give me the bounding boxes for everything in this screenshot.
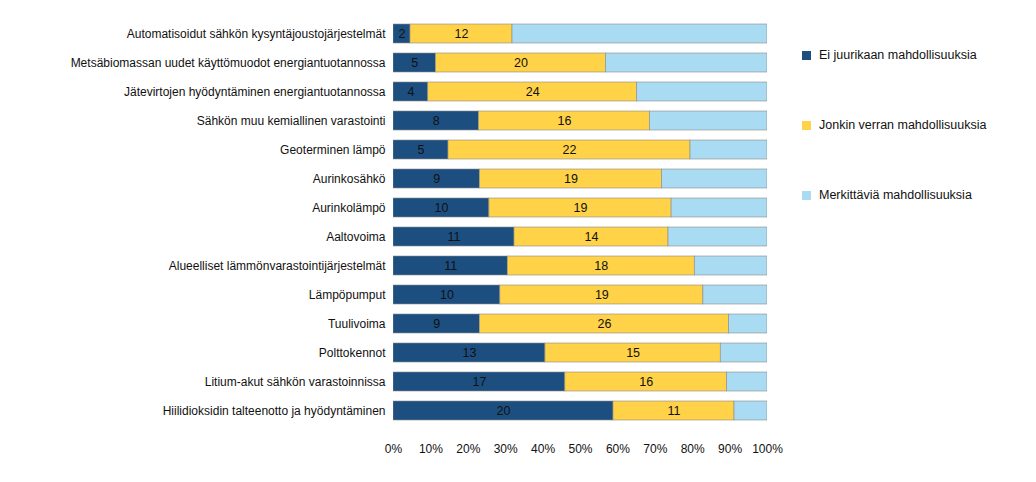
svg-text:Aurinkosähkö: Aurinkosähkö [313, 172, 386, 186]
html-text:Merkittäviä mahdollisuuksia: Merkittäviä mahdollisuuksia [819, 188, 972, 202]
svg-text:17: 17 [472, 375, 486, 389]
svg-text:26: 26 [598, 317, 612, 331]
svg-text:19: 19 [574, 201, 588, 215]
svg-text:9: 9 [433, 172, 440, 186]
svg-text:16: 16 [639, 375, 653, 389]
svg-text:Alueelliset lämmönvarastointij: Alueelliset lämmönvarastointijärjestelmä… [169, 259, 386, 273]
svg-text:14: 14 [585, 230, 599, 244]
svg-text:Hiilidioksidin talteenotto ja: Hiilidioksidin talteenotto ja hyödyntämi… [163, 404, 386, 418]
svg-text:90%: 90% [718, 442, 742, 456]
svg-text:19: 19 [564, 172, 578, 186]
svg-text:50%: 50% [568, 442, 592, 456]
svg-text:10: 10 [434, 201, 448, 215]
svg-text:Automatisoidut sähkön kysyntäj: Automatisoidut sähkön kysyntäjoustojärje… [127, 27, 386, 41]
svg-text:Sähkön muu kemiallinen varasto: Sähkön muu kemiallinen varastointi [197, 114, 386, 128]
svg-text:70%: 70% [643, 442, 667, 456]
svg-text:4: 4 [407, 85, 414, 99]
svg-text:11: 11 [444, 259, 457, 273]
svg-text:Litium-akut sähkön varastoinni: Litium-akut sähkön varastoinnissa [205, 375, 386, 389]
svg-text:15: 15 [626, 346, 640, 360]
html-text:Jonkin verran mahdollisuuksia: Jonkin verran mahdollisuuksia [819, 118, 987, 132]
svg-text:Tuulivoima: Tuulivoima [328, 317, 386, 331]
svg-text:Lämpöpumput: Lämpöpumput [309, 288, 386, 302]
svg-text:Aaltovoima: Aaltovoima [326, 230, 386, 244]
svg-text:2: 2 [399, 27, 406, 41]
svg-text:20: 20 [514, 56, 528, 70]
svg-text:100%: 100% [752, 442, 783, 456]
svg-text:60%: 60% [606, 442, 630, 456]
svg-text:11: 11 [448, 230, 461, 244]
svg-text:9: 9 [433, 317, 440, 331]
svg-text:24: 24 [526, 85, 540, 99]
svg-text:Geoterminen lämpö: Geoterminen lämpö [280, 143, 386, 157]
svg-text:20: 20 [497, 404, 511, 418]
svg-text:11: 11 [668, 404, 681, 418]
svg-text:18: 18 [594, 259, 608, 273]
svg-text:Jätevirtojen hyödyntäminen ene: Jätevirtojen hyödyntäminen energiantuota… [124, 85, 386, 99]
svg-text:40%: 40% [531, 442, 555, 456]
svg-text:Metsäbiomassan uudet käyttömuo: Metsäbiomassan uudet käyttömuodot energi… [71, 56, 386, 70]
svg-text:13: 13 [463, 346, 477, 360]
html-text:Ei juurikaan mahdollisuuksia: Ei juurikaan mahdollisuuksia [819, 48, 977, 62]
svg-text:80%: 80% [681, 442, 705, 456]
svg-text:16: 16 [558, 114, 572, 128]
svg-text:8: 8 [433, 114, 440, 128]
svg-text:5: 5 [418, 143, 425, 157]
svg-text:10%: 10% [419, 442, 443, 456]
svg-text:0%: 0% [385, 442, 403, 456]
svg-text:20%: 20% [456, 442, 480, 456]
svg-text:Polttokennot: Polttokennot [319, 346, 386, 360]
svg-text:Aurinkolämpö: Aurinkolämpö [312, 201, 386, 215]
svg-text:30%: 30% [494, 442, 518, 456]
svg-text:19: 19 [595, 288, 609, 302]
svg-text:22: 22 [563, 143, 577, 157]
svg-text:12: 12 [455, 27, 469, 41]
svg-text:10: 10 [440, 288, 454, 302]
svg-text:5: 5 [411, 56, 418, 70]
